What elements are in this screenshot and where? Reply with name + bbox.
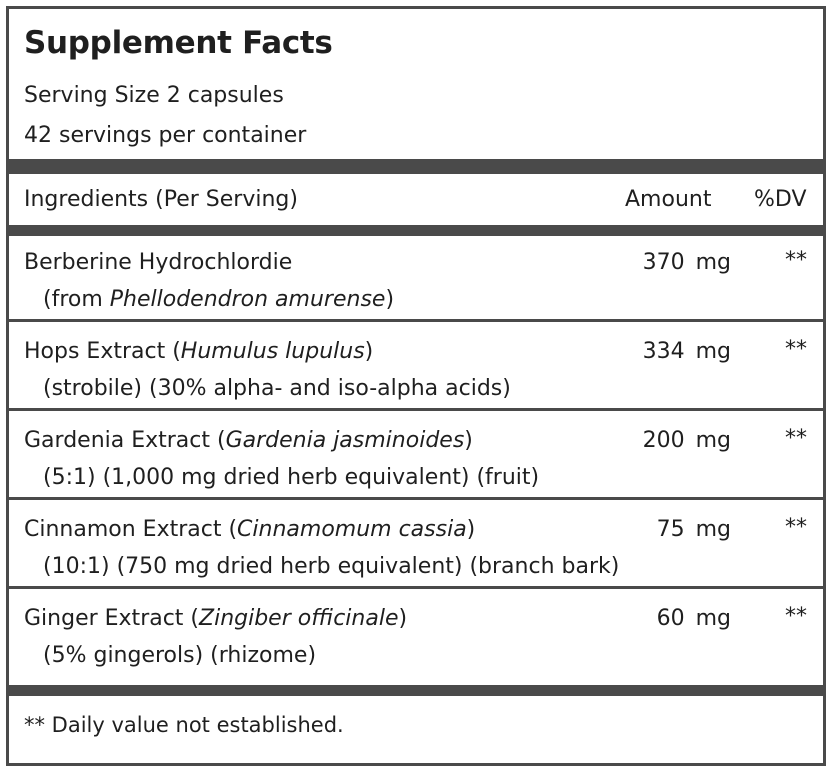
table-row: Cinnamon Extract (Cinnamomum cassia) (10… <box>9 503 823 589</box>
row-divider <box>9 408 823 411</box>
ingredient-detail: (10:1) (750 mg dried herb equivalent) (b… <box>43 554 620 579</box>
footnote: ** Daily value not established. <box>24 713 344 737</box>
ingredient-name: Ginger Extract (Zingiber officinale) <box>24 606 408 631</box>
ingredient-name: Hops Extract (Humulus lupulus) <box>24 339 374 364</box>
servings-per-container: 42 servings per container <box>24 123 307 148</box>
row-divider <box>9 497 823 500</box>
header-amount: Amount <box>625 187 712 212</box>
ingredient-amount: 75 mg <box>656 517 731 542</box>
ingredient-name: Gardenia Extract (Gardenia jasminoides) <box>24 428 473 453</box>
row-divider <box>9 586 823 589</box>
ingredient-name: Berberine Hydrochlordie <box>24 250 293 275</box>
divider-bottom <box>9 685 823 696</box>
table-row: Gardenia Extract (Gardenia jasminoides) … <box>9 414 823 500</box>
divider-header <box>9 225 823 236</box>
divider-thick-top <box>9 159 823 174</box>
table-row: Ginger Extract (Zingiber officinale) (5%… <box>9 592 823 678</box>
serving-size: Serving Size 2 capsules <box>24 83 284 108</box>
ingredient-dv: ** <box>785 426 807 451</box>
ingredient-detail: (5:1) (1,000 mg dried herb equivalent) (… <box>43 465 540 490</box>
table-row: Berberine Hydrochlordie (from Phellodend… <box>9 236 823 322</box>
ingredient-detail: (from Phellodendron amurense) <box>43 287 395 312</box>
table-header: Ingredients (Per Serving) Amount %DV <box>9 177 823 223</box>
ingredient-amount: 334 mg <box>642 339 731 364</box>
ingredient-amount: 200 mg <box>642 428 731 453</box>
ingredient-detail: (strobile) (30% alpha- and iso-alpha aci… <box>43 376 511 401</box>
ingredient-amount: 370 mg <box>642 250 731 275</box>
table-row: Hops Extract (Humulus lupulus) (strobile… <box>9 325 823 411</box>
header-ingredients: Ingredients (Per Serving) <box>24 187 298 212</box>
panel-title: Supplement Facts <box>24 25 333 61</box>
ingredient-dv: ** <box>785 515 807 540</box>
supplement-facts-panel: Supplement Facts Serving Size 2 capsules… <box>6 6 826 766</box>
header-dv: %DV <box>754 187 807 212</box>
row-divider <box>9 319 823 322</box>
ingredient-name: Cinnamon Extract (Cinnamomum cassia) <box>24 517 476 542</box>
ingredient-amount: 60 mg <box>656 606 731 631</box>
ingredient-dv: ** <box>785 604 807 629</box>
ingredient-detail: (5% gingerols) (rhizome) <box>43 643 317 668</box>
ingredient-dv: ** <box>785 248 807 273</box>
ingredient-dv: ** <box>785 337 807 362</box>
